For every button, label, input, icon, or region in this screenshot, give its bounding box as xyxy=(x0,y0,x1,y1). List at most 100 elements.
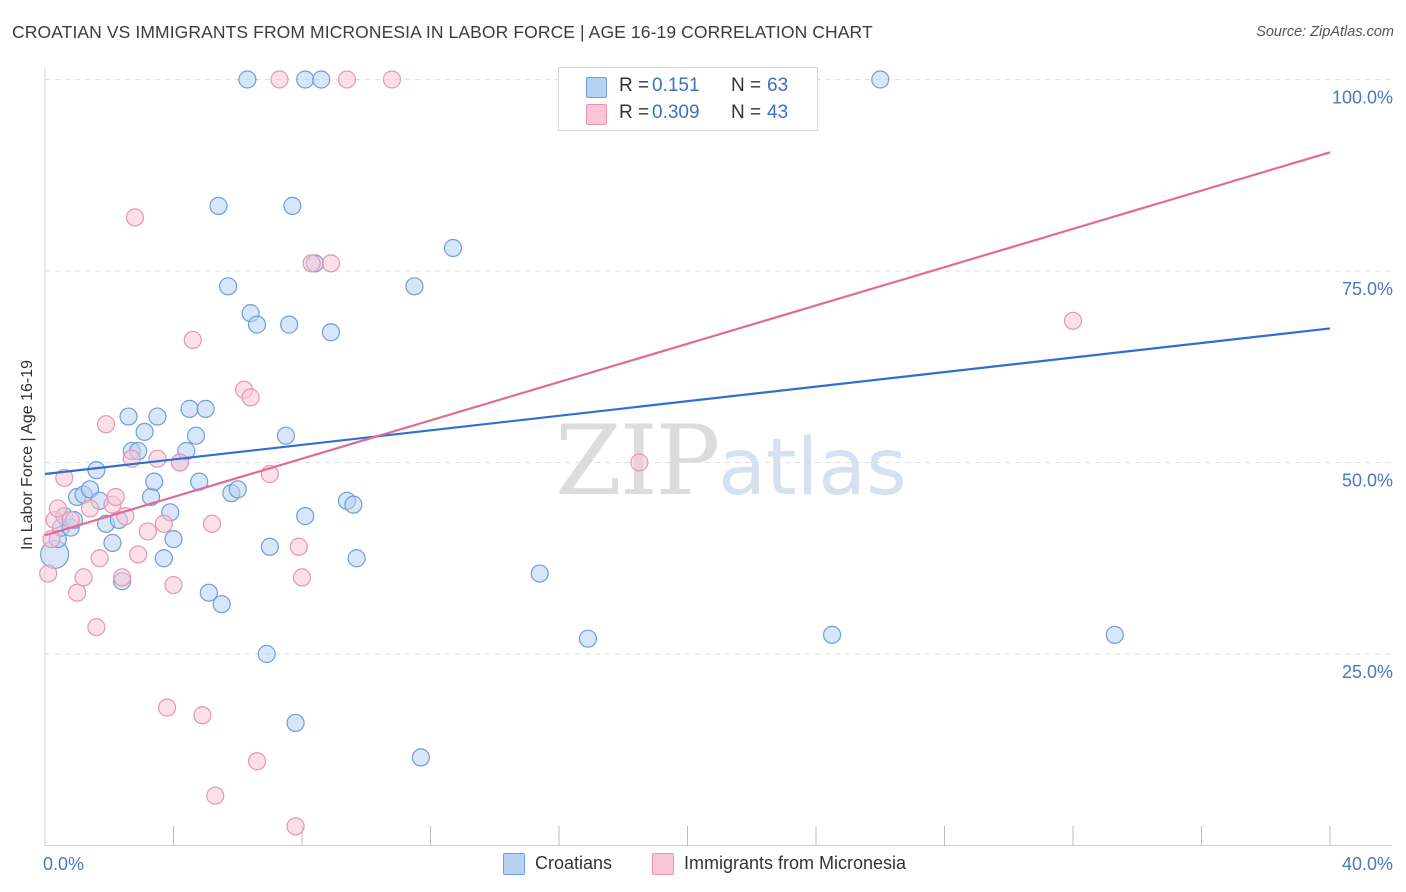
micronesia-point xyxy=(39,564,58,583)
croatians-point xyxy=(283,196,302,215)
micronesia-point xyxy=(48,499,67,518)
croatians-point xyxy=(186,426,206,445)
micronesia-point xyxy=(55,468,74,487)
r-label: R = xyxy=(619,75,650,96)
micronesia-point xyxy=(157,698,177,717)
watermark-atlas: atlas xyxy=(718,423,907,513)
micronesia-point xyxy=(337,70,357,89)
croatians-point xyxy=(212,595,231,614)
croatians-point xyxy=(199,583,218,602)
n-value: 63 xyxy=(767,75,789,96)
micronesia-point xyxy=(321,254,341,273)
micronesia-point xyxy=(96,415,116,434)
croatians-point xyxy=(822,625,842,644)
croatians-point xyxy=(219,277,238,296)
micronesia-point xyxy=(382,70,402,89)
micronesia-swatch xyxy=(652,853,674,875)
croatians-point xyxy=(164,529,183,549)
r-value: 0.309 xyxy=(652,102,700,123)
micronesia-point xyxy=(241,388,260,407)
croatians-point xyxy=(347,549,366,568)
micronesia-point xyxy=(289,537,308,556)
micronesia-point xyxy=(87,618,106,637)
stats-legend-row-micronesia: R = 0.309 N = 43 xyxy=(559,101,817,127)
micronesia-trend-line xyxy=(44,151,1331,537)
croatians-point xyxy=(286,713,305,733)
micronesia-point xyxy=(202,514,222,533)
micronesia-point xyxy=(630,453,649,472)
n-label: N = xyxy=(731,102,762,123)
croatians-point xyxy=(103,533,122,553)
micronesia-point xyxy=(170,453,190,472)
micronesia-point xyxy=(206,786,225,805)
r-value: 0.151 xyxy=(652,75,700,96)
croatians-point xyxy=(312,70,331,89)
croatians-point xyxy=(578,629,598,648)
legend-label: Croatians xyxy=(535,853,613,873)
croatians-point xyxy=(280,315,299,334)
micronesia-point xyxy=(1063,311,1083,330)
croatians-point xyxy=(247,315,267,334)
micronesia-point xyxy=(138,522,157,541)
croatians-point xyxy=(530,564,549,583)
y-tick-label: 75.0% xyxy=(1342,279,1393,299)
croatians-point xyxy=(228,480,247,499)
croatians-point xyxy=(238,70,257,89)
micronesia-point xyxy=(68,583,87,602)
series-legend: Croatians Immigrants from Micronesia xyxy=(0,852,1406,878)
croatians-point xyxy=(443,238,463,258)
croatians-point xyxy=(296,507,315,526)
micronesia-point xyxy=(74,568,93,587)
micronesia-point xyxy=(270,70,289,89)
croatians-point xyxy=(296,70,315,89)
micronesia-point xyxy=(80,499,100,518)
x-tick-label: 0.0% xyxy=(43,854,84,874)
y-tick-label: 100.0% xyxy=(1332,88,1393,108)
croatians-trend-line xyxy=(44,327,1331,476)
chart-title: CROATIAN VS IMMIGRANTS FROM MICRONESIA I… xyxy=(12,22,873,42)
micronesia-point xyxy=(164,575,183,595)
croatians-point xyxy=(135,422,154,441)
micronesia-point xyxy=(129,545,148,564)
r-label: R = xyxy=(619,102,650,123)
croatians-point xyxy=(209,196,228,215)
micronesia-swatch xyxy=(586,104,607,125)
n-value: 43 xyxy=(767,102,789,123)
x-tick-label: 40.0% xyxy=(1342,854,1393,874)
croatians-point xyxy=(148,407,167,426)
croatians-point xyxy=(871,70,890,89)
micronesia-point xyxy=(302,254,321,273)
micronesia-point xyxy=(112,568,132,587)
croatians-point xyxy=(260,537,279,556)
micronesia-point xyxy=(106,487,125,507)
n-label: N = xyxy=(731,75,762,96)
croatians-point xyxy=(321,323,341,342)
stats-legend: R = 0.151 N = 63 R = 0.309 N = 43 xyxy=(558,67,818,131)
croatians-point xyxy=(1105,625,1124,644)
croatians-point xyxy=(257,644,276,664)
croatians-point xyxy=(276,426,296,445)
micronesia-point xyxy=(148,449,167,468)
legend-label: Immigrants from Micronesia xyxy=(684,853,907,873)
croatians-point xyxy=(196,399,215,418)
croatians-point xyxy=(405,277,424,296)
croatians-point xyxy=(411,748,430,767)
watermark: ZIPatlas xyxy=(555,405,907,517)
micronesia-point xyxy=(90,549,109,568)
croatians-point xyxy=(154,549,173,568)
y-tick-label: 25.0% xyxy=(1342,662,1393,682)
croatians-swatch xyxy=(503,853,525,875)
micronesia-point xyxy=(183,330,202,350)
micronesia-point xyxy=(247,752,267,771)
croatians-point xyxy=(145,472,164,491)
stats-legend-row-croatians: R = 0.151 N = 63 xyxy=(559,74,817,100)
micronesia-point xyxy=(125,208,145,227)
croatians-point xyxy=(180,399,199,418)
micronesia-point xyxy=(286,817,305,836)
micronesia-point xyxy=(193,706,212,725)
micronesia-point xyxy=(292,568,312,587)
croatians-point xyxy=(87,461,106,480)
croatians-point xyxy=(344,495,363,514)
micronesia-point xyxy=(154,514,173,533)
